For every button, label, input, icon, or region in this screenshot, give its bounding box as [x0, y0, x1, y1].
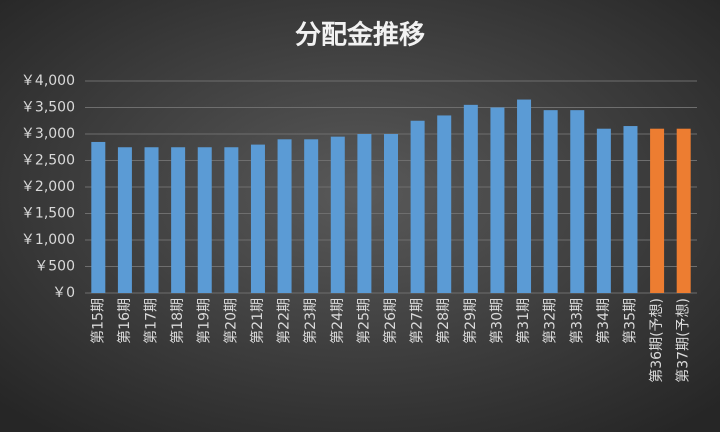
x-tick-label: 第28期 [435, 298, 452, 344]
x-tick-label: 第29期 [462, 298, 479, 344]
x-tick-label: 第26期 [382, 298, 399, 344]
bar [623, 126, 638, 293]
x-tick-label: 第24期 [329, 298, 346, 344]
y-tick-label: ￥3,500 [21, 100, 75, 116]
x-tick-label: 第27期 [409, 298, 426, 344]
x-tick-label: 第31期 [515, 298, 532, 344]
bar [224, 147, 239, 293]
x-tick-label: 第17期 [143, 298, 160, 344]
x-tick-label: 第25期 [355, 298, 372, 344]
bar [437, 115, 452, 293]
x-tick-label: 第16期 [116, 298, 133, 344]
bar [676, 128, 691, 293]
bar [117, 147, 132, 293]
x-tick-label: 第30期 [488, 298, 505, 344]
x-tick-label: 第36期(予想) [648, 298, 665, 383]
y-tick-label: ￥2,500 [21, 153, 75, 169]
y-tick-label: ￥1,500 [21, 206, 75, 222]
x-tick-label: 第20期 [222, 298, 239, 344]
bar [171, 147, 186, 293]
x-tick-label: 第35期 [621, 298, 638, 344]
x-tick-label: 第18期 [169, 298, 186, 344]
x-tick-label: 第37期(予想) [675, 298, 692, 383]
x-tick-label: 第34期 [595, 298, 612, 344]
x-tick-label: 第19期 [196, 298, 213, 344]
bar [384, 134, 398, 293]
x-tick-label: 第32期 [542, 298, 559, 344]
bar [490, 107, 505, 293]
x-tick-label: 第15期 [89, 298, 106, 344]
bar [197, 147, 212, 293]
bar [250, 144, 265, 293]
y-tick-label: ￥1,000 [21, 232, 75, 248]
bar [357, 134, 372, 293]
x-tick-label: 第33期 [568, 298, 585, 344]
bar [650, 128, 665, 293]
chart-title: 分配金推移 [295, 20, 425, 51]
y-tick-label: ￥3,000 [21, 126, 75, 142]
bar [463, 104, 478, 293]
bar [304, 139, 319, 293]
y-tick-label: ￥4,000 [21, 73, 75, 89]
bar [277, 139, 292, 293]
bar [410, 120, 425, 293]
x-tick-label: 第23期 [302, 298, 319, 344]
bar [517, 99, 532, 293]
bar [570, 110, 585, 294]
bar [91, 141, 106, 293]
y-tick-label: ￥0 [52, 285, 75, 301]
bar [144, 147, 159, 293]
bar [596, 128, 611, 293]
bar [543, 110, 558, 294]
y-tick-label: ￥2,000 [21, 179, 75, 195]
x-tick-label: 第21期 [249, 298, 266, 344]
x-tick-label: 第22期 [276, 298, 293, 344]
bar [330, 136, 345, 293]
y-tick-label: ￥500 [34, 259, 75, 275]
